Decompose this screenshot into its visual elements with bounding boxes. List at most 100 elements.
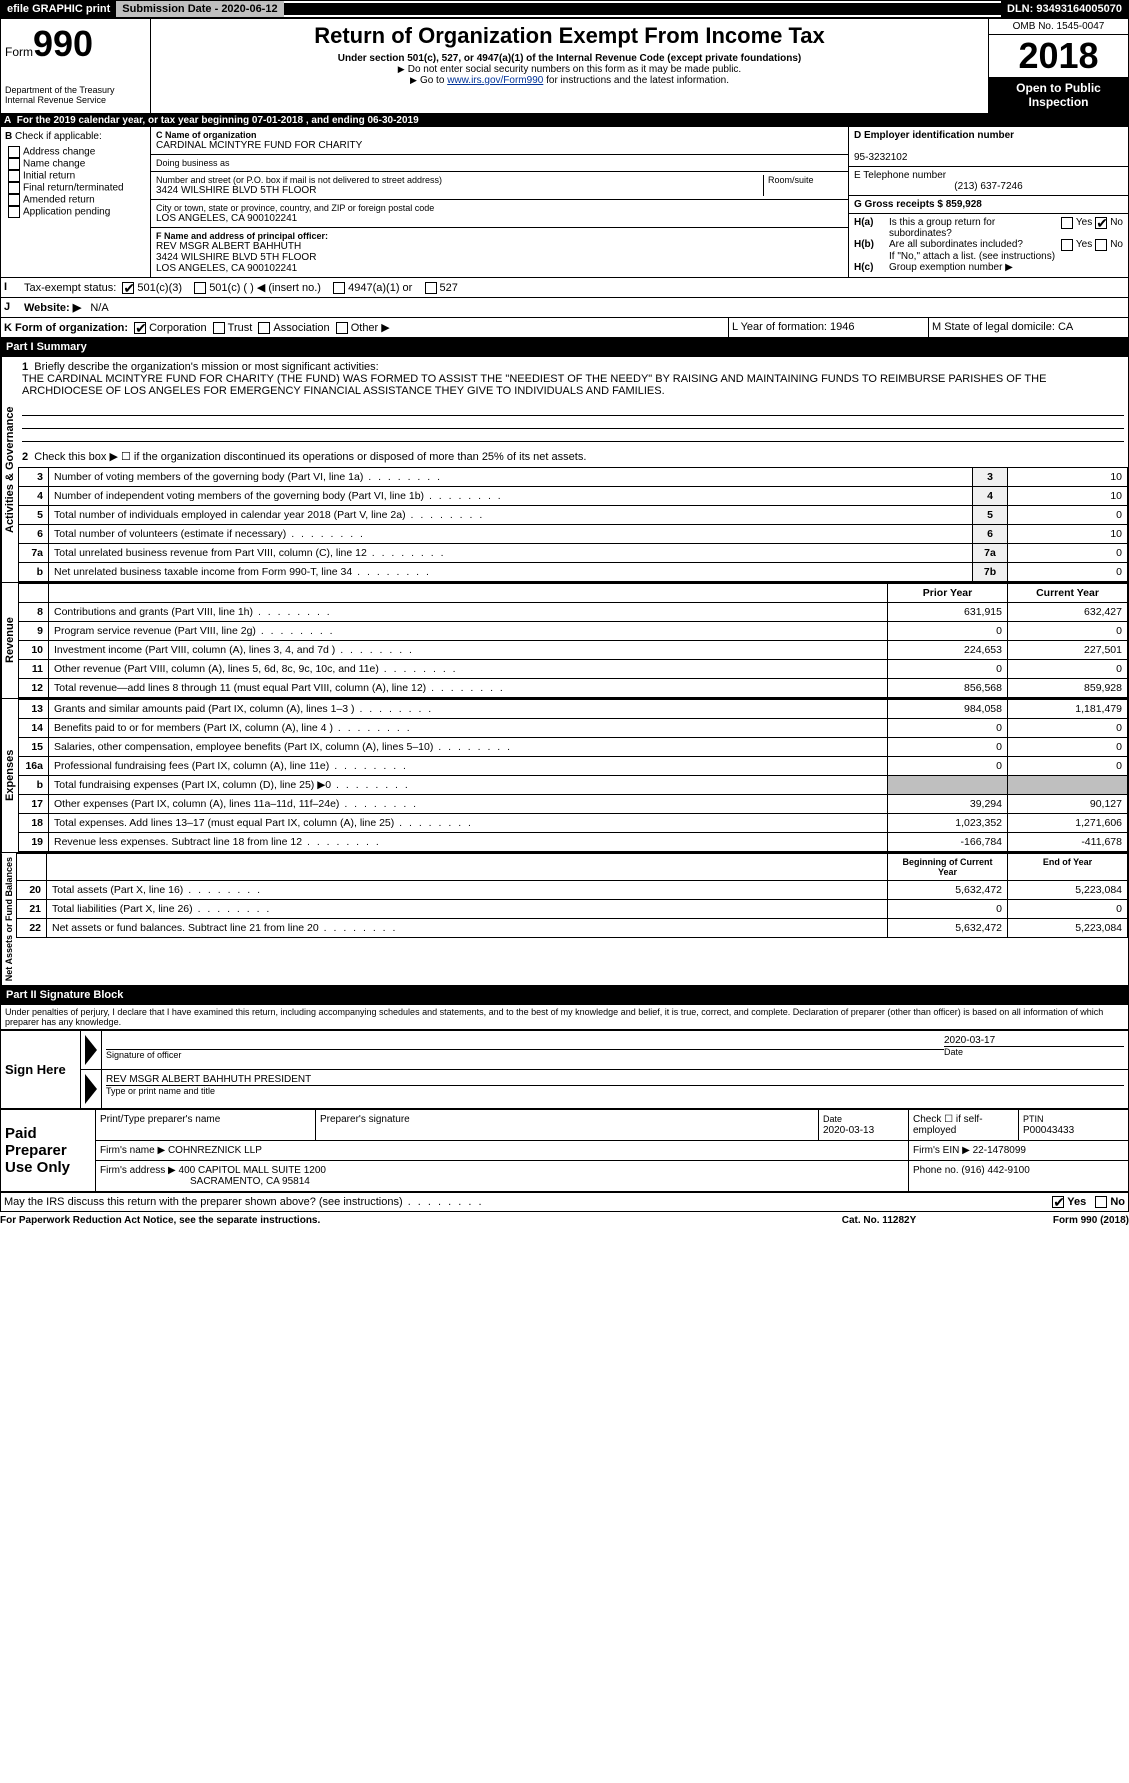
row-py: 5,632,472 xyxy=(888,881,1008,900)
cb-trust[interactable] xyxy=(213,322,225,334)
box-b: B Check if applicable: Address change Na… xyxy=(1,127,151,277)
ha-lbl: H(a) xyxy=(854,217,889,239)
cb-527[interactable] xyxy=(425,282,437,294)
name-title-lbl: Type or print name and title xyxy=(106,1086,1124,1096)
officer-addr1: 3424 WILSHIRE BLVD 5TH FLOOR xyxy=(156,252,843,263)
row-cy: 859,928 xyxy=(1008,679,1128,698)
cb-501c[interactable] xyxy=(194,282,206,294)
row-num: 12 xyxy=(19,679,49,698)
cb-assoc[interactable] xyxy=(258,322,270,334)
prep-sig-lbl: Preparer's signature xyxy=(316,1110,819,1141)
note-ssn: Do not enter social security numbers on … xyxy=(155,64,984,75)
row-num: 22 xyxy=(17,919,47,938)
row-cy: 0 xyxy=(1008,738,1128,757)
row-py: 1,023,352 xyxy=(888,814,1008,833)
note-goto-prefix: Go to xyxy=(420,75,447,86)
row-num: 17 xyxy=(19,795,49,814)
room-lbl: Room/suite xyxy=(768,175,843,185)
row-py: 0 xyxy=(888,660,1008,679)
cb-amended[interactable] xyxy=(8,194,20,206)
discuss-text: May the IRS discuss this return with the… xyxy=(4,1196,1049,1208)
officer-name-title: REV MSGR ALBERT BAHHUTH PRESIDENT xyxy=(106,1074,1124,1086)
ha-txt: Is this a group return for subordinates? xyxy=(889,217,1058,239)
row-cy: 0 xyxy=(1008,719,1128,738)
row-label: Professional fundraising fees (Part IX, … xyxy=(49,757,888,776)
row-label: Total unrelated business revenue from Pa… xyxy=(49,544,973,563)
part-i-body: Activities & Governance 1 Briefly descri… xyxy=(0,356,1129,583)
row-klm: K Form of organization: Corporation Trus… xyxy=(0,318,1129,338)
cy2-header: End of Year xyxy=(1008,854,1128,881)
g-lbl: G Gross receipts $ 859,928 xyxy=(854,199,982,210)
row-label: Number of independent voting members of … xyxy=(49,487,973,506)
part-ii-header: Part II Signature Block xyxy=(0,986,1129,1004)
cb-hb-no[interactable] xyxy=(1095,239,1107,251)
check-self: Check ☐ if self-employed xyxy=(909,1110,1019,1141)
cb-address[interactable] xyxy=(8,146,20,158)
cb-ha-yes[interactable] xyxy=(1061,217,1073,229)
row-cy: 1,271,606 xyxy=(1008,814,1128,833)
dba-lbl: Doing business as xyxy=(156,158,843,168)
row-label: Total assets (Part X, line 16) xyxy=(47,881,888,900)
cb-4947[interactable] xyxy=(333,282,345,294)
row-box: 4 xyxy=(973,487,1008,506)
row-label: Total fundraising expenses (Part IX, col… xyxy=(49,776,888,795)
cy-header: Current Year xyxy=(1008,584,1128,603)
period-ending: , and ending 06-30-2019 xyxy=(306,115,419,126)
side-expenses: Expenses xyxy=(1,699,18,852)
i-lbl: Tax-exempt status: xyxy=(24,282,116,294)
row-num: b xyxy=(19,776,49,795)
row-cy: 0 xyxy=(1008,757,1128,776)
row-num: 3 xyxy=(19,468,49,487)
row-cy: 90,127 xyxy=(1008,795,1128,814)
e-lbl: E Telephone number xyxy=(854,170,946,181)
form-subtitle: Under section 501(c), 527, or 4947(a)(1)… xyxy=(155,53,984,64)
cb-hb-yes[interactable] xyxy=(1061,239,1073,251)
cb-discuss-yes[interactable] xyxy=(1052,1196,1064,1208)
expense-section: Expenses 13 Grants and similar amounts p… xyxy=(0,699,1129,853)
prep-date: 2020-03-13 xyxy=(823,1125,874,1136)
cb-discuss-no[interactable] xyxy=(1095,1196,1107,1208)
row-label: Total liabilities (Part X, line 26) xyxy=(47,900,888,919)
checkif-label: Check if applicable: xyxy=(15,131,102,142)
box-c: C Name of organization CARDINAL MCINTYRE… xyxy=(151,127,848,277)
row-box: 6 xyxy=(973,525,1008,544)
row-py: -166,784 xyxy=(888,833,1008,852)
row-label: Benefits paid to or for members (Part IX… xyxy=(49,719,888,738)
form-number: 990 xyxy=(33,23,93,64)
py-header: Prior Year xyxy=(888,584,1008,603)
cb-501c3[interactable] xyxy=(122,282,134,294)
cb-initial[interactable] xyxy=(8,170,20,182)
q1-txt: THE CARDINAL MCINTYRE FUND FOR CHARITY (… xyxy=(22,373,1046,397)
irs-label: Internal Revenue Service xyxy=(5,95,146,105)
row-cy: 0 xyxy=(1008,622,1128,641)
cb-pending[interactable] xyxy=(8,206,20,218)
hb-txt: Are all subordinates included? xyxy=(889,239,1058,251)
period-row: A For the 2019 calendar year, or tax yea… xyxy=(0,114,1129,127)
row-py: 631,915 xyxy=(888,603,1008,622)
h-note: If "No," attach a list. (see instruction… xyxy=(854,251,1123,262)
cb-other[interactable] xyxy=(336,322,348,334)
row-val: 0 xyxy=(1008,544,1128,563)
row-num: 5 xyxy=(19,506,49,525)
arrow-icon xyxy=(85,1035,97,1065)
topbar-spacer xyxy=(284,3,1001,15)
cb-corp[interactable] xyxy=(134,322,146,334)
cb-final[interactable] xyxy=(8,182,20,194)
box-deg: D Employer identification number 95-3232… xyxy=(848,127,1128,277)
footer: For Paperwork Reduction Act Notice, see … xyxy=(0,1212,1129,1229)
row-cy xyxy=(1008,776,1128,795)
omb-number: OMB No. 1545-0047 xyxy=(989,19,1128,35)
row-num: 11 xyxy=(19,660,49,679)
sig-date: 2020-03-17 xyxy=(944,1035,1124,1046)
row-py: 5,632,472 xyxy=(888,919,1008,938)
hb-lbl: H(b) xyxy=(854,239,889,251)
ein: 95-3232102 xyxy=(854,152,907,163)
cat-no: Cat. No. 11282Y xyxy=(779,1215,979,1226)
cb-ha-no[interactable] xyxy=(1095,217,1107,229)
m-cell: M State of legal domicile: CA xyxy=(928,318,1128,337)
topbar: efile GRAPHIC print Submission Date - 20… xyxy=(0,0,1129,18)
irs-link[interactable]: www.irs.gov/Form990 xyxy=(447,75,543,86)
org-city: LOS ANGELES, CA 900102241 xyxy=(156,213,843,224)
cb-name[interactable] xyxy=(8,158,20,170)
row-label: Other revenue (Part VIII, column (A), li… xyxy=(49,660,888,679)
